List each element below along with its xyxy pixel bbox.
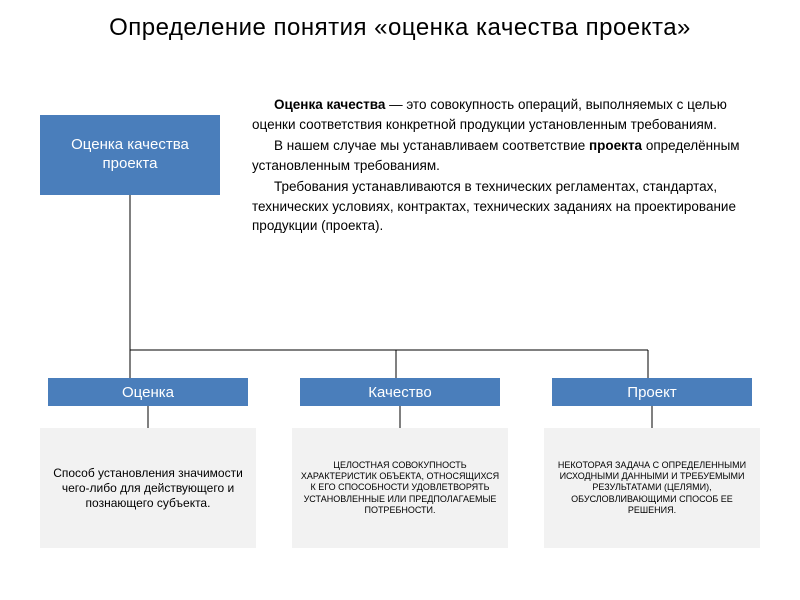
- page-title: Определение понятия «оценка качества про…: [0, 14, 800, 43]
- term-bold-2: проекта: [589, 138, 642, 153]
- diagram-canvas: Определение понятия «оценка качества про…: [0, 0, 800, 600]
- desc-proekt: НЕКОТОРАЯ ЗАДАЧА С ОПРЕДЕЛЕННЫМИ ИСХОДНЫ…: [544, 428, 760, 548]
- body-p2a: В нашем случае мы устанавливаем соответс…: [274, 138, 589, 153]
- body-p3: Требования устанавливаются в технических…: [252, 177, 772, 236]
- root-node: Оценка качества проекта: [40, 115, 220, 195]
- definition-text: Оценка качества — это совокупность опера…: [252, 95, 772, 238]
- leaf-kachestvo: Качество: [300, 378, 500, 406]
- term-bold: Оценка качества: [274, 97, 385, 112]
- leaf-proekt: Проект: [552, 378, 752, 406]
- desc-ocenka: Способ установления значимости чего-либо…: [40, 428, 256, 548]
- desc-kachestvo: ЦЕЛОСТНАЯ СОВОКУПНОСТЬ ХАРАКТЕРИСТИК ОБЪ…: [292, 428, 508, 548]
- leaf-ocenka: Оценка: [48, 378, 248, 406]
